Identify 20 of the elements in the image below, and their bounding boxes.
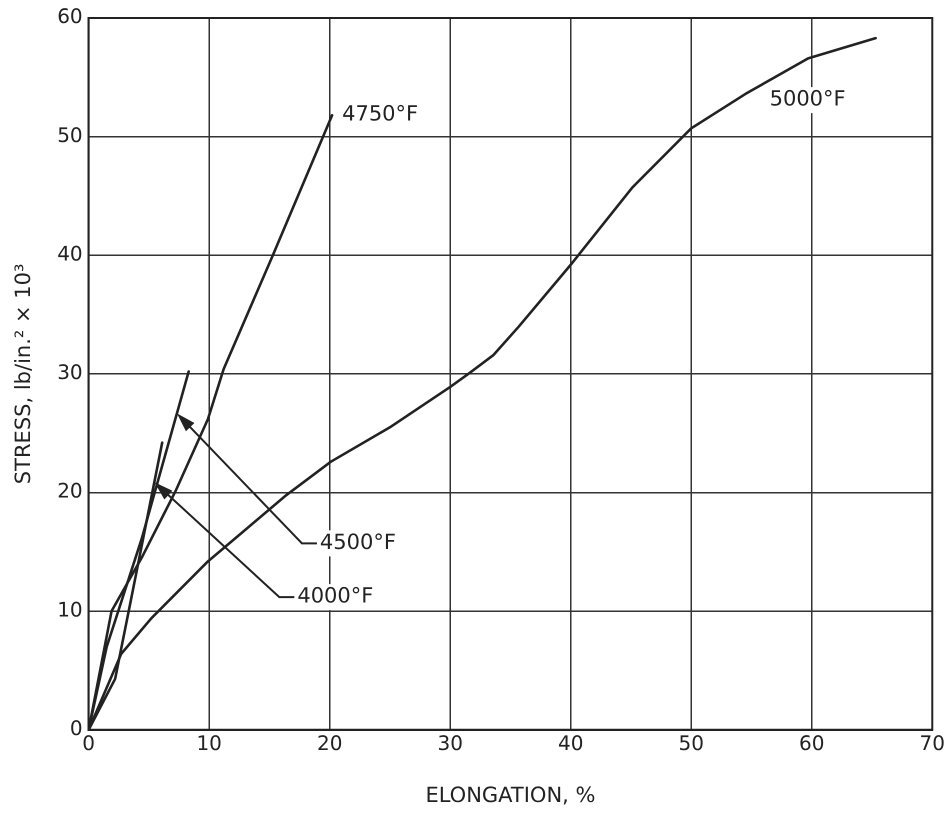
y-tick-label: 20 — [57, 478, 83, 503]
x-tick-label: 20 — [316, 731, 342, 756]
x-tick-label: 30 — [437, 731, 463, 756]
y-tick-label: 60 — [57, 4, 83, 28]
x-tick-label: 50 — [678, 731, 704, 756]
x-axis-title: ELONGATION, % — [425, 782, 596, 807]
y-tick-label: 10 — [57, 597, 83, 622]
x-tick-label: 40 — [558, 731, 584, 756]
series-label: 5000°F — [770, 86, 846, 111]
y-tick-label: 50 — [57, 122, 83, 147]
y-tick-label: 0 — [70, 716, 83, 740]
text: 4500°F — [320, 530, 396, 554]
y-axis-title: STRESS, lb/in.² × 10³ — [11, 264, 36, 484]
text: 4000°F — [297, 584, 374, 608]
y-tick-label: 40 — [57, 241, 83, 266]
x-tick-label: 60 — [799, 731, 824, 756]
x-tick-label: 10 — [196, 731, 222, 756]
y-tick-label: 30 — [57, 360, 83, 384]
x-tick-label: 70 — [920, 731, 945, 756]
series-label: 4750°F — [342, 102, 418, 126]
